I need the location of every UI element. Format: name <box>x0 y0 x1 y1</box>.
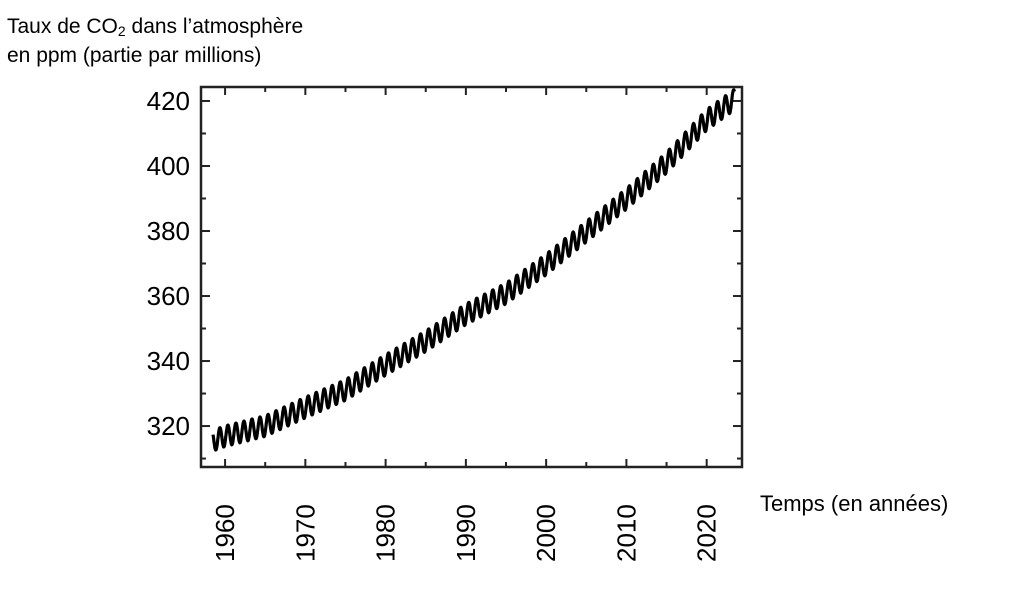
y-tick-label: 320 <box>147 411 190 441</box>
x-axis-label: Temps (en années) <box>760 491 949 516</box>
chart-title-line2: en ppm (partie par millions) <box>7 44 262 67</box>
x-tick-label: 2010 <box>611 504 641 562</box>
co2-series-line <box>211 88 736 452</box>
x-tick-label: 2020 <box>692 504 722 562</box>
y-tick-label: 360 <box>147 281 190 311</box>
x-tick-label: 2000 <box>531 504 561 562</box>
y-tick-label: 380 <box>147 216 190 246</box>
x-tick-label: 1990 <box>451 504 481 562</box>
title-text: Taux de CO <box>7 15 118 38</box>
y-tick-label: 400 <box>147 151 190 181</box>
y-tick-label: 420 <box>147 86 190 116</box>
x-tick-label: 1980 <box>371 504 401 562</box>
chart-title-line1: Taux de CO2 dans l’atmosphère <box>7 16 303 38</box>
y-tick-label: 340 <box>147 346 190 376</box>
x-tick-label: 1960 <box>210 504 240 562</box>
x-tick-label: 1970 <box>290 504 320 562</box>
title-subscript: 2 <box>117 23 126 39</box>
plot-frame <box>199 85 744 469</box>
title-text-suffix: dans l’atmosphère <box>125 15 304 38</box>
